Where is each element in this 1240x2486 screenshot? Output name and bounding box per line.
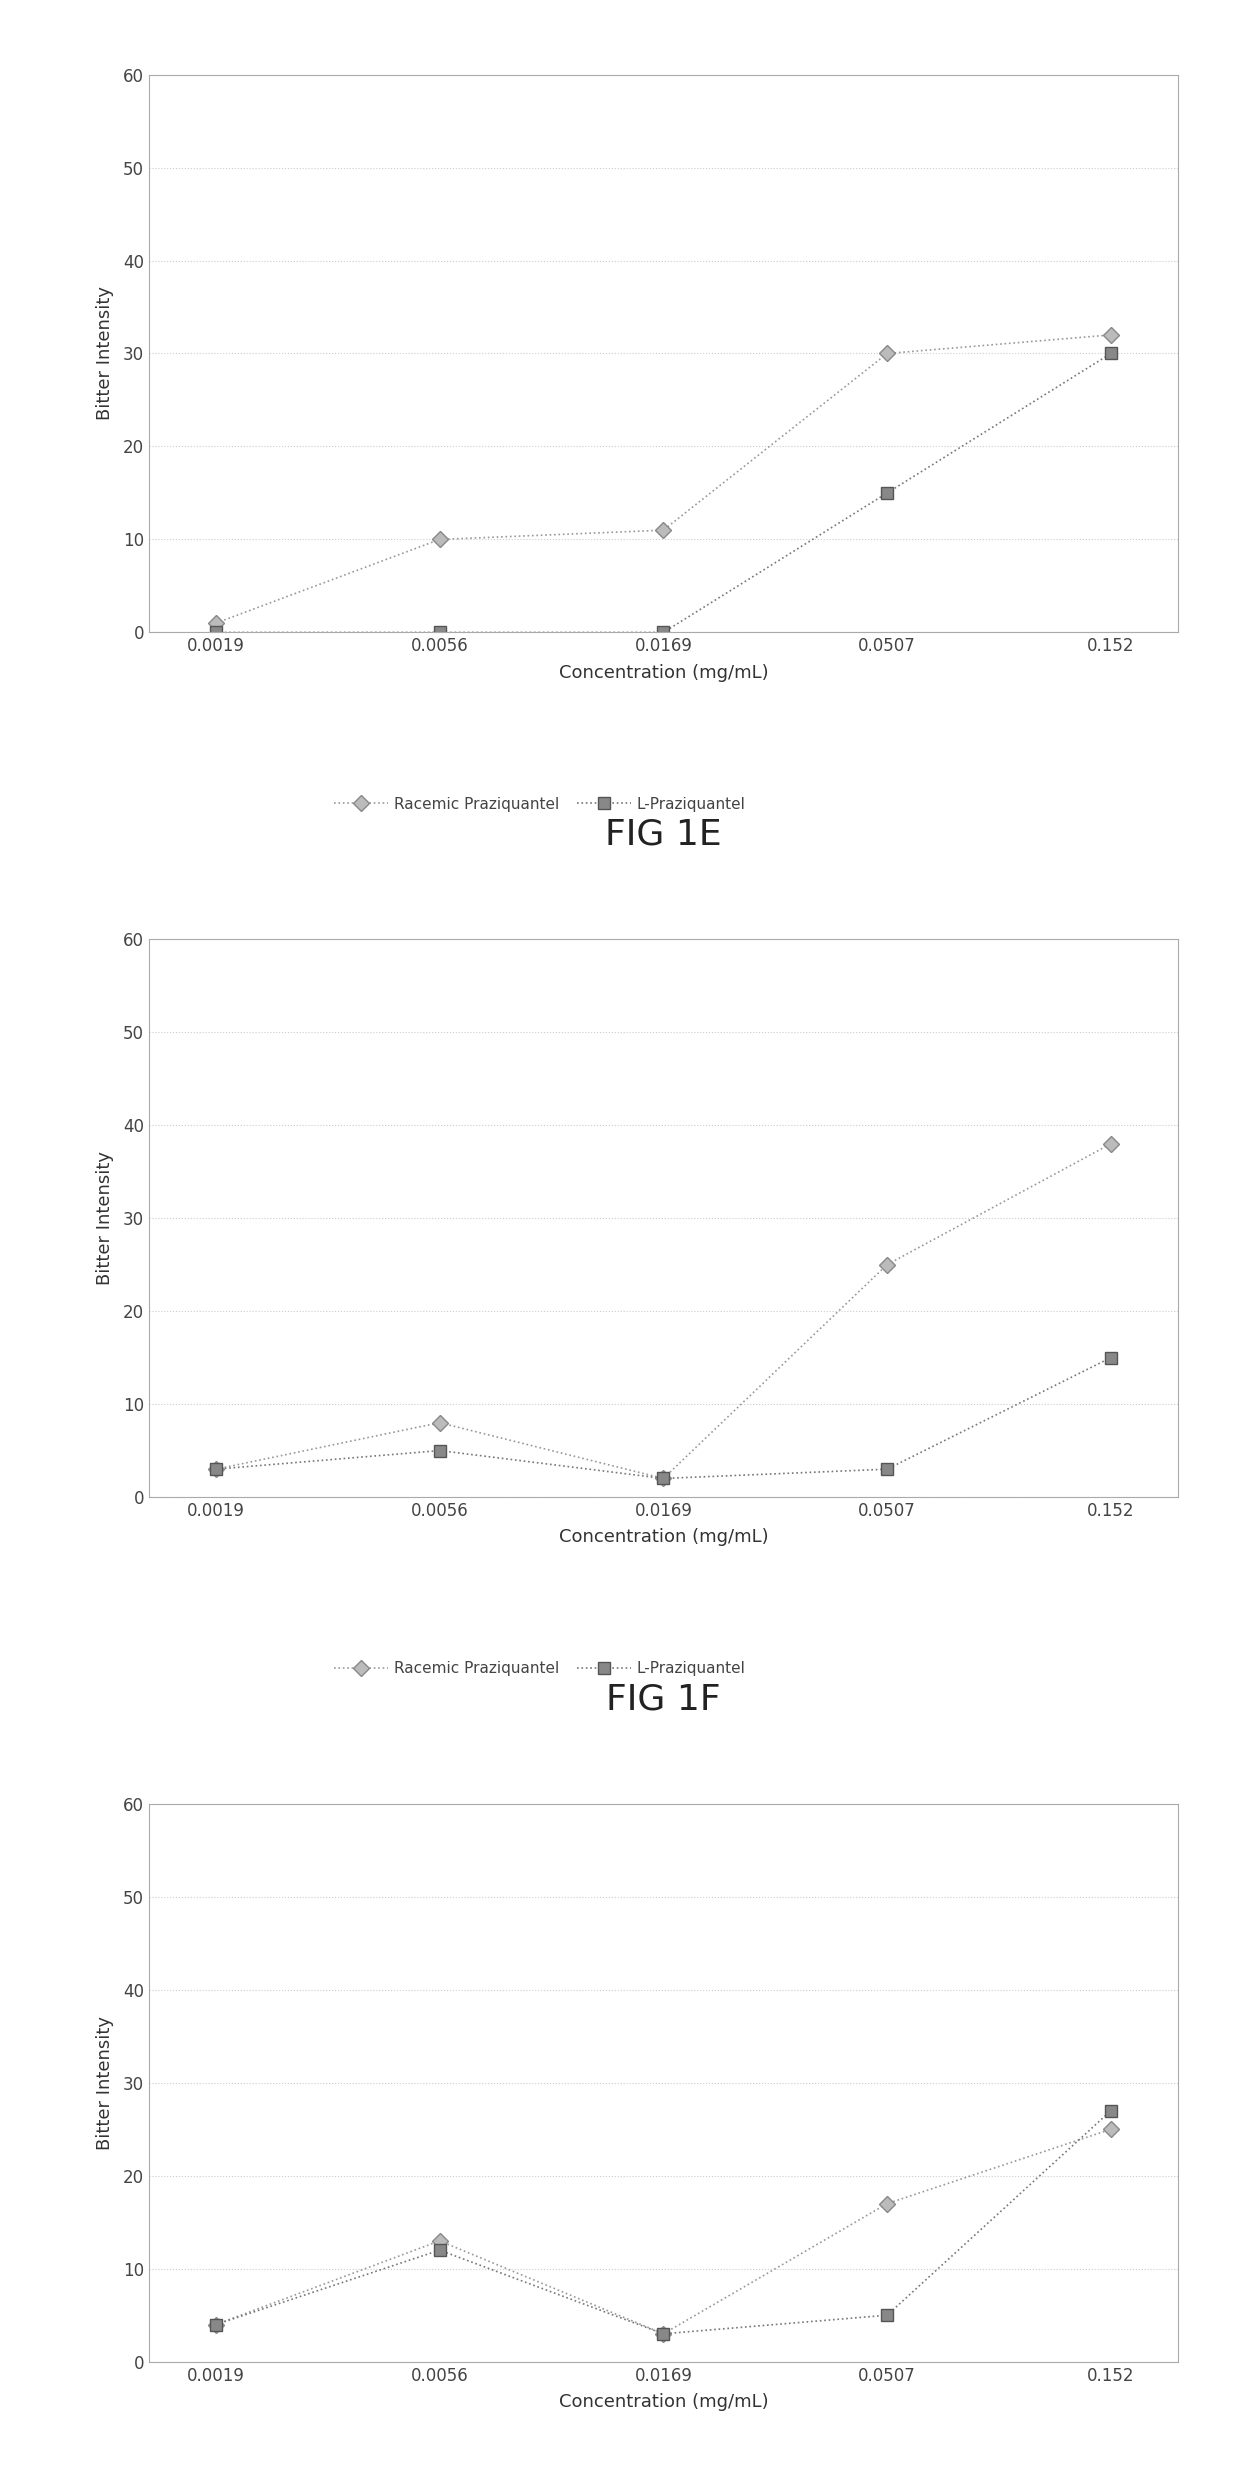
Line: L-Praziquantel: L-Praziquantel bbox=[211, 1352, 1116, 1484]
L-Praziquantel bbox=[433, 2235, 448, 2265]
L-Praziquantel bbox=[656, 1464, 671, 1494]
L-Praziquantel bbox=[208, 1454, 223, 1484]
L-Praziquantel bbox=[656, 617, 671, 646]
X-axis label: Concentration (mg/mL): Concentration (mg/mL) bbox=[558, 1529, 769, 1546]
L-Praziquantel bbox=[1104, 338, 1118, 368]
Racemic Praziquantel bbox=[879, 2188, 894, 2218]
Legend: Racemic Praziquantel, L-Praziquantel: Racemic Praziquantel, L-Praziquantel bbox=[327, 791, 751, 818]
L-Praziquantel bbox=[879, 1454, 894, 1484]
L-Praziquantel bbox=[879, 477, 894, 507]
Line: Racemic Praziquantel: Racemic Praziquantel bbox=[211, 328, 1116, 629]
Title: FIG 1F: FIG 1F bbox=[606, 1683, 720, 1715]
L-Praziquantel bbox=[1104, 1342, 1118, 1372]
Racemic Praziquantel bbox=[1104, 2116, 1118, 2145]
Racemic Praziquantel bbox=[656, 2319, 671, 2349]
Racemic Praziquantel bbox=[656, 1464, 671, 1494]
Racemic Praziquantel bbox=[1104, 1129, 1118, 1158]
X-axis label: Concentration (mg/mL): Concentration (mg/mL) bbox=[558, 664, 769, 681]
L-Praziquantel bbox=[433, 1434, 448, 1464]
X-axis label: Concentration (mg/mL): Concentration (mg/mL) bbox=[558, 2394, 769, 2411]
Racemic Praziquantel bbox=[208, 2309, 223, 2339]
Racemic Praziquantel bbox=[433, 525, 448, 554]
L-Praziquantel bbox=[1104, 2096, 1118, 2126]
Line: L-Praziquantel: L-Praziquantel bbox=[211, 2106, 1116, 2339]
Y-axis label: Bitter Intensity: Bitter Intensity bbox=[97, 2016, 114, 2150]
Racemic Praziquantel bbox=[433, 1407, 448, 1437]
L-Praziquantel bbox=[208, 2309, 223, 2339]
Racemic Praziquantel bbox=[879, 338, 894, 368]
Line: L-Praziquantel: L-Praziquantel bbox=[211, 348, 1116, 639]
Legend: Racemic Praziquantel, L-Praziquantel: Racemic Praziquantel, L-Praziquantel bbox=[327, 1656, 751, 1683]
Racemic Praziquantel bbox=[208, 1454, 223, 1484]
L-Praziquantel bbox=[879, 2300, 894, 2329]
Y-axis label: Bitter Intensity: Bitter Intensity bbox=[97, 1151, 114, 1285]
Racemic Praziquantel bbox=[1104, 321, 1118, 351]
Line: Racemic Praziquantel: Racemic Praziquantel bbox=[211, 2123, 1116, 2339]
Y-axis label: Bitter Intensity: Bitter Intensity bbox=[97, 286, 114, 420]
Racemic Praziquantel bbox=[656, 515, 671, 544]
Line: Racemic Praziquantel: Racemic Praziquantel bbox=[211, 1139, 1116, 1484]
Racemic Praziquantel bbox=[879, 1250, 894, 1280]
L-Praziquantel bbox=[656, 2319, 671, 2349]
Racemic Praziquantel bbox=[208, 609, 223, 639]
Racemic Praziquantel bbox=[433, 2225, 448, 2255]
Title: FIG 1E: FIG 1E bbox=[605, 818, 722, 853]
L-Praziquantel bbox=[208, 617, 223, 646]
L-Praziquantel bbox=[433, 617, 448, 646]
